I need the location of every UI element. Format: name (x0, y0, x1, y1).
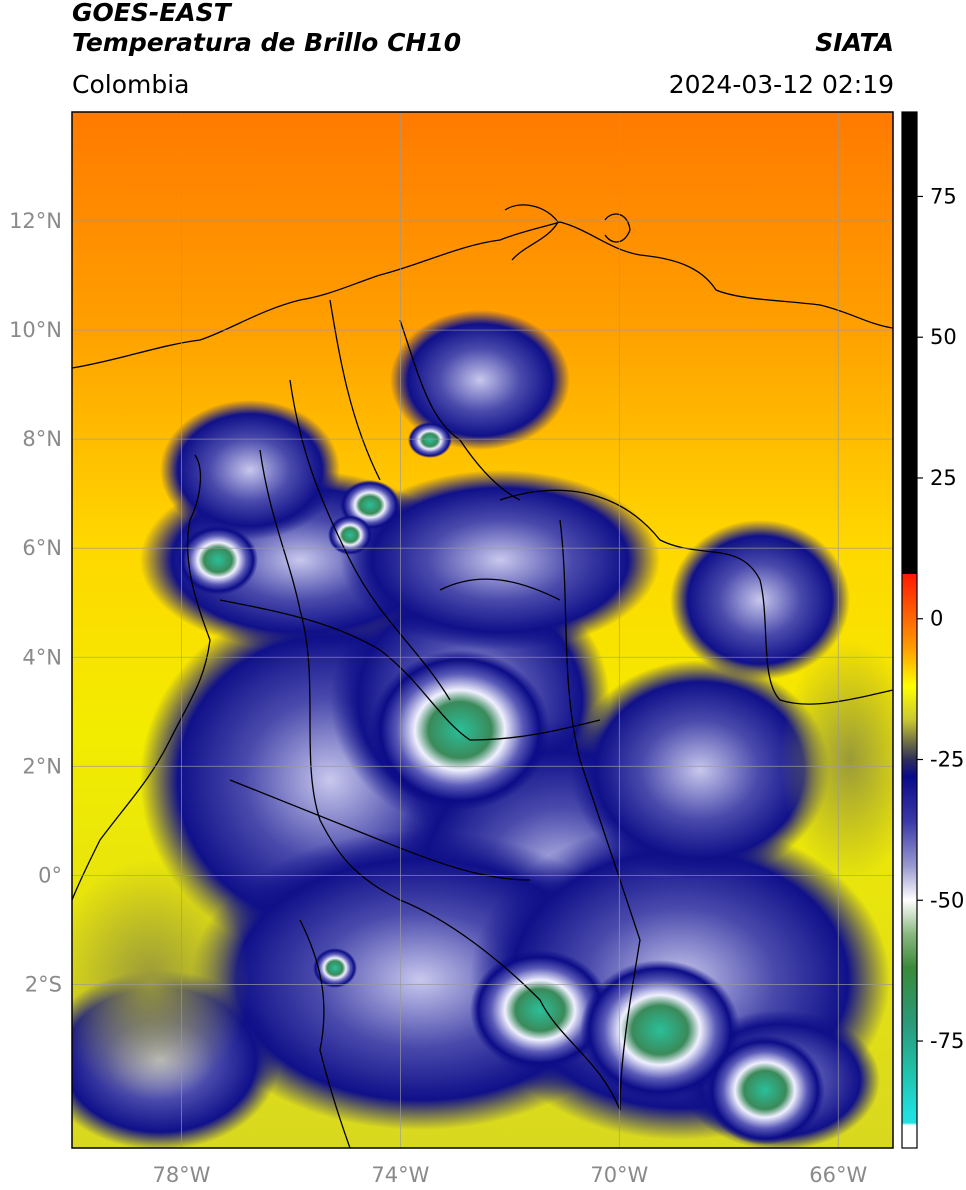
colorbar-ticks: 75 50 25 0 -25 -50 -75 (917, 184, 964, 1053)
colorbar-tick-label: 25 (930, 466, 957, 490)
colorbar-tick-label: 50 (930, 325, 957, 349)
cloud-blob-21 (328, 515, 372, 555)
imagery-layer (72, 112, 893, 1148)
lon-tick-labels: 78°W 74°W 70°W 66°W (152, 1163, 867, 1187)
colorbar-frame (901, 111, 918, 1149)
cloud-blob-7 (340, 470, 660, 650)
cloud-blob-13 (780, 640, 893, 880)
gridlines (72, 112, 893, 1148)
lon-tick-label: 74°W (371, 1163, 429, 1187)
lon-tick-label: 78°W (152, 1163, 210, 1187)
dept-line-6 (439, 578, 561, 601)
cloud-blob-5 (570, 660, 830, 880)
cloud-blob-14 (72, 860, 250, 1100)
lat-tick-label: 0° (38, 863, 62, 887)
cloud-blob-16 (470, 950, 610, 1070)
cloud-blob-15 (370, 650, 550, 810)
lat-tick-label: 8°N (22, 427, 62, 451)
colorbar-tick-label: -50 (930, 888, 964, 912)
border-west (259, 449, 401, 901)
lon-tick-label: 70°W (590, 1163, 648, 1187)
lat-tick-labels: 12°N 10°N 8°N 6°N 4°N 2°N 0° 2°S (9, 209, 62, 996)
colorbar-ramp (902, 112, 917, 1148)
lat-tick-label: 6°N (22, 536, 62, 560)
lat-tick-label: 2°N (22, 754, 62, 778)
guajira-peninsula (504, 204, 559, 261)
cloud-field (72, 310, 893, 1148)
cloud-blob-18 (705, 1035, 825, 1145)
lat-tick-label: 10°N (9, 318, 62, 342)
caribbean-coastline (72, 221, 893, 369)
cloud-blob-12 (670, 520, 850, 680)
border-peru (299, 919, 351, 1148)
coastline-borders (72, 204, 893, 1148)
cloud-blob-19 (178, 525, 258, 595)
colorbar-tick-label: -25 (930, 748, 964, 772)
lat-tick-label: 2°S (25, 972, 62, 996)
dept-line-2 (399, 319, 521, 501)
map-frame (71, 111, 894, 1149)
dept-line-1 (329, 299, 381, 481)
pacific-coastline (72, 454, 211, 901)
dept-line-5 (229, 779, 531, 881)
product-title: Temperatura de Brillo CH10 (72, 28, 462, 57)
border-venezuela (499, 489, 893, 705)
colorbar-tick-label: 0 (930, 607, 943, 631)
datetime-label: 2024-03-12 02:19 (668, 70, 894, 99)
border-east (559, 519, 641, 1111)
border-south (399, 899, 621, 1111)
colorbar: 75 50 25 0 -25 -50 -75 (901, 111, 964, 1149)
dept-line-4 (219, 599, 601, 741)
cloud-blob-17 (580, 960, 740, 1100)
colorbar-tick-label: 75 (930, 184, 957, 208)
dept-line-3 (289, 379, 451, 701)
paraguana-peninsula (604, 213, 631, 243)
lat-tick-label: 12°N (9, 209, 62, 233)
lat-tick-label: 4°N (22, 645, 62, 669)
cloud-blob-8 (390, 310, 570, 450)
source-label: SIATA (815, 28, 894, 57)
cloud-blob-22 (313, 948, 357, 988)
cloud-blob-9 (160, 400, 340, 540)
lon-tick-label: 66°W (809, 1163, 867, 1187)
cloud-blob-23 (408, 422, 452, 458)
region-label: Colombia (72, 70, 190, 99)
colorbar-tick-label: -75 (930, 1029, 964, 1053)
satellite-title: GOES-EAST (72, 0, 231, 27)
